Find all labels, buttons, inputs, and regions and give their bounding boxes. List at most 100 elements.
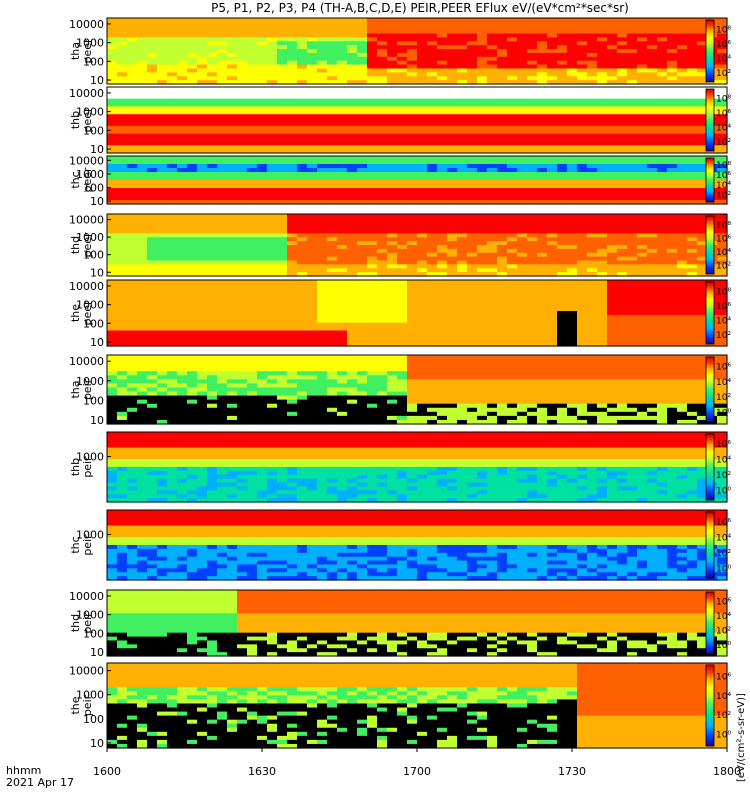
- spectrogram-cell: [147, 160, 158, 165]
- spectrogram-cell: [307, 103, 318, 107]
- spectrogram-cell: [217, 30, 228, 34]
- spectrogram-cell: [367, 226, 378, 230]
- spectrogram-cell: [227, 296, 238, 300]
- spectrogram-cell: [437, 253, 448, 257]
- spectrogram-cell: [427, 156, 438, 161]
- spectrogram-cell: [677, 122, 688, 126]
- spectrogram-cell: [267, 230, 278, 234]
- spectrogram-cell: [567, 299, 578, 303]
- spectrogram-cell: [167, 268, 178, 272]
- spectrogram-cell: [667, 91, 678, 95]
- spectrogram-cell: [647, 57, 658, 61]
- spectrogram-cell: [447, 126, 458, 130]
- spectrogram-cell: [127, 91, 138, 95]
- spectrogram-cell: [577, 110, 588, 114]
- spectrogram-cell: [177, 241, 188, 245]
- spectrogram-cell: [487, 280, 498, 284]
- spectrogram-cell: [397, 233, 408, 237]
- spectrogram-cell: [477, 34, 488, 38]
- spectrogram-cell: [267, 118, 278, 122]
- spectrogram-cell: [337, 261, 348, 265]
- spectrogram-cell: [567, 323, 578, 327]
- spectrogram-cell: [217, 156, 228, 161]
- spectrogram-cell: [357, 114, 368, 118]
- spectrogram-cell: [687, 233, 698, 237]
- spectrogram-cell: [197, 188, 208, 193]
- spectrogram-cell: [487, 214, 498, 218]
- spectrogram-cell: [607, 249, 618, 253]
- spectrogram-cell: [557, 327, 568, 331]
- spectrogram-cell: [537, 257, 548, 261]
- spectrogram-cell: [587, 103, 598, 107]
- spectrogram-cell: [277, 253, 288, 257]
- spectrogram-cell: [617, 134, 628, 138]
- spectrogram-cell: [137, 257, 148, 261]
- spectrogram-cell: [107, 65, 118, 69]
- spectrogram-cell: [227, 334, 238, 338]
- spectrogram-cell: [527, 307, 538, 311]
- spectrogram-cell: [607, 257, 618, 261]
- spectrogram-cell: [657, 95, 668, 99]
- spectrogram-cell: [297, 237, 308, 241]
- spectrogram-cell: [407, 72, 418, 76]
- spectrogram-cell: [297, 41, 308, 45]
- spectrogram-cell: [617, 230, 628, 234]
- spectrogram-cell: [487, 230, 498, 234]
- spectrogram-cell: [627, 72, 638, 76]
- spectrogram-cell: [507, 261, 518, 265]
- spectrogram-cell: [237, 72, 248, 76]
- spectrogram-cell: [587, 168, 598, 173]
- spectrogram-cell: [297, 299, 308, 303]
- spectrogram-cell: [187, 196, 198, 201]
- spectrogram-cell: [617, 26, 628, 30]
- spectrogram-cell: [217, 222, 228, 226]
- spectrogram-cell: [637, 156, 648, 161]
- spectrogram-cell: [177, 160, 188, 165]
- spectrogram-cell: [417, 334, 428, 338]
- spectrogram-cell: [127, 141, 138, 145]
- spectrogram-cell: [257, 168, 268, 173]
- spectrogram-cell: [577, 118, 588, 122]
- spectrogram-cell: [647, 184, 658, 189]
- spectrogram-cell: [637, 164, 648, 169]
- spectrogram-cell: [507, 156, 518, 161]
- spectrogram-cell: [207, 311, 218, 315]
- spectrogram-cell: [207, 292, 218, 296]
- spectrogram-cell: [297, 334, 308, 338]
- spectrogram-cell: [297, 145, 308, 149]
- spectrogram-cell: [627, 49, 638, 53]
- spectrogram-cell: [557, 57, 568, 61]
- spectrogram-cell: [377, 303, 388, 307]
- spectrogram-cell: [587, 114, 598, 118]
- spectrogram-cell: [487, 299, 498, 303]
- spectrogram-cell: [267, 315, 278, 319]
- spectrogram-cell: [417, 91, 428, 95]
- spectrogram-cell: [647, 76, 658, 80]
- spectrogram-cell: [397, 72, 408, 76]
- spectrogram-cell: [347, 299, 358, 303]
- spectrogram-cell: [357, 160, 368, 165]
- spectrogram-cell: [587, 22, 598, 26]
- spectrogram-cell: [197, 99, 208, 103]
- spectrogram-cell: [457, 141, 468, 145]
- spectrogram-cell: [227, 315, 238, 319]
- spectrogram-cell: [157, 338, 168, 342]
- spectrogram-cell: [417, 141, 428, 145]
- spectrogram-cell: [637, 145, 648, 149]
- spectrogram-cell: [497, 288, 508, 292]
- spectrogram-cell: [287, 141, 298, 145]
- spectrogram-cell: [597, 95, 608, 99]
- spectrogram-cell: [137, 65, 148, 69]
- spectrogram-cell: [127, 184, 138, 189]
- spectrogram-cell: [237, 57, 248, 61]
- spectrogram-cell: [167, 45, 178, 49]
- spectrogram-cell: [257, 99, 268, 103]
- spectrogram-cell: [427, 110, 438, 114]
- spectrogram-cell: [597, 319, 608, 323]
- spectrogram-cell: [197, 164, 208, 169]
- spectrogram-cell: [217, 230, 228, 234]
- spectrogram-cell: [277, 22, 288, 26]
- spectrogram-cell: [677, 99, 688, 103]
- spectrogram-cell: [377, 76, 388, 80]
- spectrogram-cell: [347, 307, 358, 311]
